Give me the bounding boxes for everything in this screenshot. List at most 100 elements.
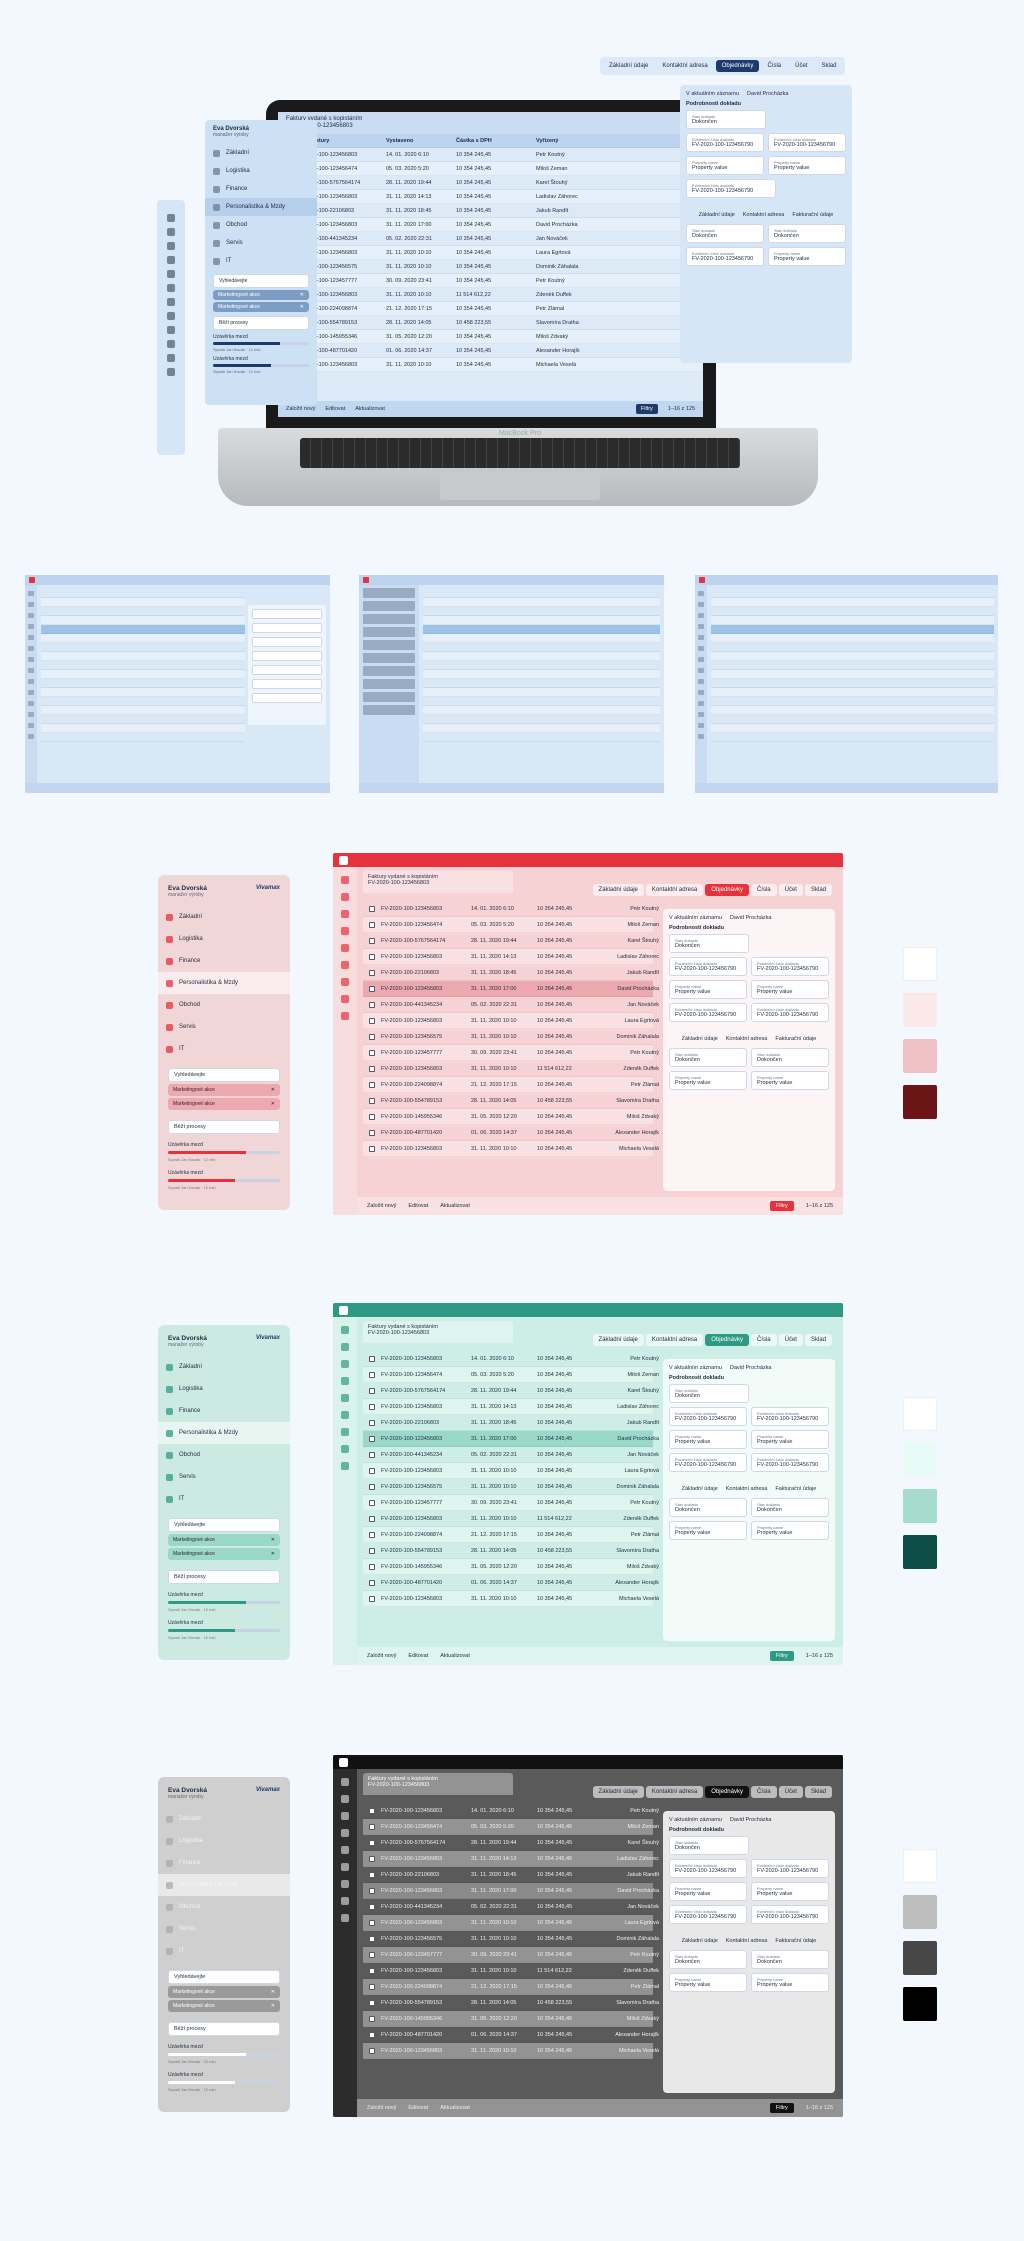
- table-row[interactable]: FV-2020-100-554789153 28. 11. 2020 14:05 1…: [363, 1995, 659, 2011]
- detail-tab[interactable]: David Procházka: [729, 1365, 772, 1371]
- table-row[interactable]: FV-2020-100-224098874 21. 12. 2020 17:15 1…: [363, 1527, 659, 1543]
- filter-chip[interactable]: Marketingové akce ✕: [168, 1534, 280, 1546]
- add-button[interactable]: Založit nový: [286, 406, 316, 412]
- row-checkbox[interactable]: [369, 1113, 375, 1120]
- rail-item[interactable]: [698, 712, 704, 717]
- rail-icon[interactable]: [341, 1863, 349, 1871]
- thumb-row[interactable]: [41, 688, 245, 697]
- rail-item[interactable]: [363, 653, 415, 663]
- rail-icon[interactable]: [341, 927, 349, 935]
- thumb-row[interactable]: [711, 643, 994, 652]
- rail-item[interactable]: [28, 613, 34, 618]
- detail-tab[interactable]: David Procházka: [729, 1817, 772, 1823]
- menu-item[interactable]: Obchod: [158, 1444, 290, 1466]
- close-icon[interactable]: ✕: [270, 1989, 275, 1995]
- doc-number-field[interactable]: Evidenční číslo dokladu FV-2020-100-12345…: [768, 133, 846, 152]
- detail-field[interactable]: Property name Property value: [751, 980, 829, 999]
- rail-icon[interactable]: [341, 1343, 349, 1351]
- detail-field[interactable]: Evidenční číslo dokladu FV-2020-100-12345…: [669, 1453, 747, 1472]
- thumb-row[interactable]: [41, 679, 245, 688]
- row-checkbox[interactable]: [369, 1855, 375, 1862]
- thumb-row[interactable]: [423, 706, 660, 715]
- doc-number-field[interactable]: Evidenční číslo dokladu FV-2020-100-12345…: [686, 179, 776, 198]
- menu-item[interactable]: Personalistika & Mzdy: [158, 972, 290, 994]
- table-row[interactable]: FV-2020-100-123456474 05. 03. 2020 5:20 10…: [278, 162, 703, 176]
- thumb-row[interactable]: [711, 634, 994, 643]
- row-checkbox[interactable]: [369, 1145, 375, 1152]
- detail-field[interactable]: Stav dokladu Dokončen: [669, 1384, 749, 1403]
- detail-subtab[interactable]: Kontaktní adresa: [725, 1486, 768, 1492]
- rail-item[interactable]: [28, 712, 34, 717]
- table-row[interactable]: FV-2020-100-441345234 05. 02. 2020 22:31 1…: [363, 997, 659, 1013]
- menu-item[interactable]: Servis: [205, 234, 317, 252]
- thumb-field[interactable]: [252, 609, 322, 619]
- thumb-row[interactable]: [41, 733, 245, 742]
- detail-field[interactable]: Property name Property value: [669, 1882, 747, 1901]
- detail-field[interactable]: Property name Property value: [751, 1071, 829, 1090]
- menu-item[interactable]: Obchod: [158, 994, 290, 1016]
- nav-item[interactable]: Základní údaje: [609, 63, 649, 69]
- detail-subtab[interactable]: Fakturační údaje: [775, 1486, 817, 1492]
- thumb-row[interactable]: [711, 625, 994, 634]
- refresh-icon[interactable]: [167, 242, 175, 250]
- table-row[interactable]: FV-2020-100-123456803 31. 11. 2020 10:10 1…: [278, 358, 703, 372]
- menu-item[interactable]: Personalistika & Mzdy: [205, 198, 317, 216]
- menu-item[interactable]: Logistika: [158, 928, 290, 950]
- nav-item[interactable]: Sklad: [804, 1334, 832, 1346]
- rail-item[interactable]: [28, 635, 34, 640]
- detail-field[interactable]: Evidenční číslo dokladu FV-2020-100-12345…: [751, 1453, 829, 1472]
- table-row[interactable]: FV-2020-100-123456803 31. 11. 2020 10:10 1…: [278, 288, 703, 302]
- menu-item[interactable]: Personalistika & Mzdy: [158, 1874, 290, 1896]
- close-icon[interactable]: ✕: [270, 1101, 275, 1107]
- rail-icon[interactable]: [341, 1445, 349, 1453]
- detail-field[interactable]: Property name Property value: [751, 1882, 829, 1901]
- table-row[interactable]: FV-2020-100-22106803 31. 11. 2020 18:45 10…: [363, 965, 659, 981]
- thumb-row[interactable]: [423, 616, 660, 625]
- thumb-row[interactable]: [423, 598, 660, 607]
- thumb-field[interactable]: [252, 623, 322, 633]
- thumb-row[interactable]: [41, 625, 245, 634]
- rail-icon[interactable]: [341, 1462, 349, 1470]
- refresh-button[interactable]: Aktualizovat: [355, 406, 385, 412]
- rail-item[interactable]: [698, 602, 704, 607]
- close-icon[interactable]: ✕: [270, 1551, 275, 1557]
- rail-icon[interactable]: [341, 876, 349, 884]
- row-checkbox[interactable]: [369, 1097, 375, 1104]
- nav-item[interactable]: Kontaktní adresa: [645, 884, 704, 896]
- nav-item[interactable]: Kontaktní adresa: [645, 1334, 704, 1346]
- thumb-row[interactable]: [41, 607, 245, 616]
- process-search[interactable]: Běží procesy: [168, 1120, 280, 1134]
- table-row[interactable]: FV-2020-100-123456803 31. 11. 2020 17:00 1…: [363, 1431, 659, 1447]
- rail-item[interactable]: [28, 690, 34, 695]
- thumb-row[interactable]: [711, 607, 994, 616]
- status-field[interactable]: Stav dokladu Dokončen: [686, 224, 764, 243]
- detail-field[interactable]: Evidenční číslo dokladu FV-2020-100-12345…: [669, 957, 747, 976]
- property-field[interactable]: Property name Property value: [686, 156, 764, 175]
- table-row[interactable]: FV-2020-100-487701420 01. 06. 2020 14:37 1…: [363, 2027, 659, 2043]
- table-row[interactable]: FV-2020-100-123457777 30. 09. 2020 23:41 1…: [363, 1045, 659, 1061]
- table-row[interactable]: FV-2020-100-123456803 31. 11. 2020 10:10 1…: [363, 2043, 659, 2059]
- menu-item[interactable]: IT: [158, 1038, 290, 1060]
- filters-button[interactable]: Filtry: [769, 2103, 794, 2113]
- detail-field[interactable]: Evidenční číslo dokladu FV-2020-100-12345…: [751, 1003, 829, 1022]
- refresh-button[interactable]: Aktualizovat: [440, 1653, 470, 1659]
- heart-icon[interactable]: [167, 270, 175, 278]
- thumb-field[interactable]: [252, 651, 322, 661]
- nav-item[interactable]: Objednávky: [705, 1786, 749, 1798]
- rail-icon[interactable]: [341, 1360, 349, 1368]
- doc-number-field[interactable]: Evidenční číslo dokladu FV-2020-100-12345…: [686, 133, 764, 152]
- table-row[interactable]: FV-2020-100-123457777 30. 09. 2020 23:41 1…: [363, 1947, 659, 1963]
- table-row[interactable]: FV-2020-100-123456575 31. 11. 2020 10:10 1…: [363, 1029, 659, 1045]
- table-row[interactable]: FV-2020-100-145955346 31. 05. 2020 12:20 1…: [363, 1559, 659, 1575]
- row-checkbox[interactable]: [369, 1563, 375, 1570]
- row-checkbox[interactable]: [369, 2015, 375, 2022]
- table-row[interactable]: FV-2020-100-487701420 01. 06. 2020 14:37 1…: [363, 1575, 659, 1591]
- thumb-row[interactable]: [423, 634, 660, 643]
- menu-item[interactable]: IT: [158, 1488, 290, 1510]
- rail-item[interactable]: [698, 613, 704, 618]
- row-checkbox[interactable]: [369, 937, 375, 944]
- table-row[interactable]: FV-2020-100-123456803 31. 11. 2020 17:00 1…: [363, 1883, 659, 1899]
- table-row[interactable]: FV-2020-100-123456575 31. 11. 2020 10:10 1…: [363, 1931, 659, 1947]
- rail-icon[interactable]: [341, 1428, 349, 1436]
- thumb-row[interactable]: [711, 688, 994, 697]
